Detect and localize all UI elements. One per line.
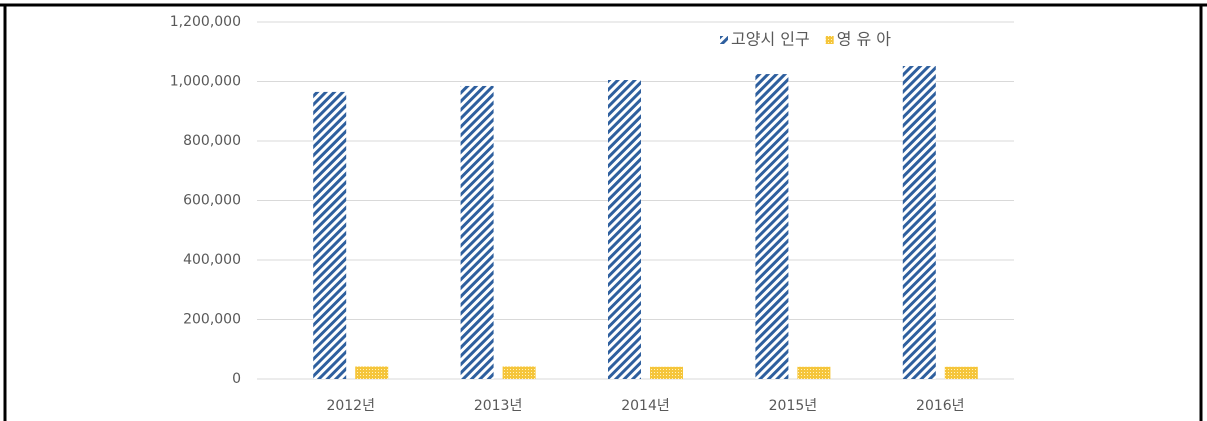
x-tick-label: 2013년	[474, 398, 523, 414]
y-tick-label: 1,000,000	[170, 74, 241, 90]
bar	[650, 366, 683, 379]
y-tick-label: 400,000	[183, 252, 241, 268]
y-tick-label: 0	[232, 371, 241, 387]
bar	[797, 366, 831, 379]
bar	[902, 66, 936, 379]
bar	[313, 91, 347, 379]
y-tick-label: 600,000	[183, 193, 241, 209]
legend-swatch	[720, 36, 728, 44]
x-tick-label: 2012년	[326, 398, 375, 414]
legend-label: 고양시 인구	[731, 30, 810, 49]
x-tick-label: 2016년	[916, 398, 965, 414]
bar	[608, 80, 641, 379]
y-tick-label: 1,200,000	[170, 14, 241, 30]
bar	[502, 366, 536, 379]
y-tick-label: 200,000	[183, 312, 241, 328]
bar	[355, 366, 389, 379]
x-tick-label: 2014년	[621, 398, 670, 414]
y-tick-label: 800,000	[183, 133, 241, 149]
bar	[460, 85, 494, 380]
bar	[944, 366, 978, 379]
legend-label: 영 유 아	[837, 30, 892, 49]
legend-swatch	[825, 36, 834, 44]
x-tick-label: 2015년	[769, 398, 818, 414]
bar	[755, 74, 789, 379]
